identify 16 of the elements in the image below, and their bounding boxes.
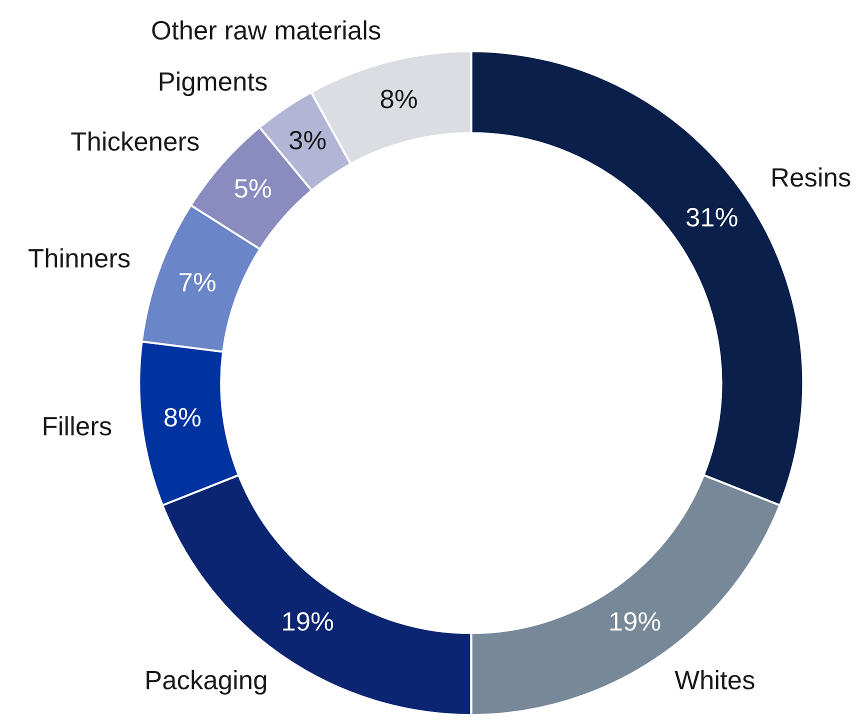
data-label: 19% [610, 612, 660, 631]
slice-label: Other raw materials [152, 20, 380, 40]
data-label: 8% [164, 408, 201, 427]
slice-label: Fillers [44, 416, 112, 436]
data-label: 5% [234, 179, 271, 198]
data-label: 8% [380, 90, 417, 108]
slice-label: Packaging [146, 670, 266, 695]
data-label: 31% [686, 208, 738, 227]
data-label: 19% [283, 612, 334, 631]
data-label: 3% [290, 130, 326, 150]
slice-label: Pigments [160, 72, 267, 96]
slice-label: Whites [674, 670, 754, 690]
data-label: 7% [180, 273, 216, 292]
slice-label: Thickeners [71, 131, 199, 151]
slice-label: Thinners [28, 248, 130, 268]
slice-label: Resins [772, 167, 850, 187]
